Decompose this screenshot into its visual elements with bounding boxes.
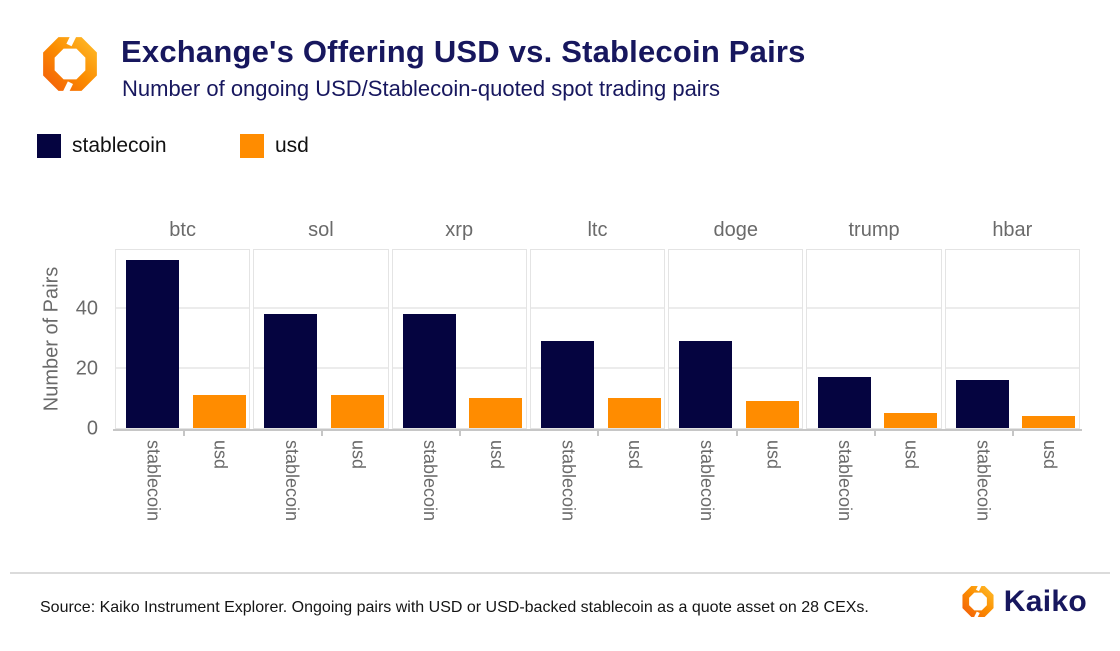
x-axis-tick-trump xyxy=(874,430,877,436)
x-tick-label-usd-btc: usd xyxy=(210,440,231,470)
bar-stablecoin-doge xyxy=(679,341,733,428)
legend-swatch-usd xyxy=(240,134,264,158)
bar-usd-xrp xyxy=(469,398,523,428)
facet-panel-xrp: xrp stablecoin usd xyxy=(391,219,527,521)
x-axis-tick-ltc xyxy=(597,430,600,436)
gridline-20 xyxy=(807,367,941,369)
y-tick-label-0: 0 xyxy=(86,417,98,440)
x-axis-tick-xrp xyxy=(459,430,462,436)
facet-title-trump: trump xyxy=(848,219,900,241)
y-tick-label-40: 40 xyxy=(75,297,98,320)
facet-title-ltc: ltc xyxy=(587,219,608,241)
chart-subtitle: Number of ongoing USD/Stablecoin-quoted … xyxy=(122,76,721,101)
source-note: Source: Kaiko Instrument Explorer. Ongoi… xyxy=(40,599,869,616)
facet-title-hbar: hbar xyxy=(992,219,1033,241)
x-tick-label-stablecoin-btc: stablecoin xyxy=(143,440,164,522)
facet-panel-ltc: ltc stablecoin usd xyxy=(529,219,666,521)
gridline-40 xyxy=(807,307,941,309)
x-tick-label-stablecoin-sol: stablecoin xyxy=(281,440,302,522)
bar-stablecoin-sol xyxy=(264,314,318,428)
gridline-40 xyxy=(254,307,388,309)
x-axis-tick-sol xyxy=(320,430,323,436)
bar-usd-sol xyxy=(331,395,385,428)
legend-label: usd xyxy=(275,134,309,157)
bar-usd-doge xyxy=(745,401,799,428)
gridline-40 xyxy=(945,307,1079,309)
x-tick-label-stablecoin-xrp: stablecoin xyxy=(420,440,441,522)
bar-usd-ltc xyxy=(607,398,661,428)
x-tick-label-usd-trump: usd xyxy=(901,440,922,470)
x-tick-label-stablecoin-ltc: stablecoin xyxy=(558,440,579,522)
bar-usd-trump xyxy=(884,413,938,428)
gridline-40 xyxy=(530,307,665,309)
x-tick-label-stablecoin-hbar: stablecoin xyxy=(973,440,994,522)
bar-stablecoin-btc xyxy=(126,260,180,428)
facet-panel-btc: btc stablecoin usd xyxy=(115,219,251,521)
bar-stablecoin-hbar xyxy=(955,380,1009,428)
x-tick-label-usd-doge: usd xyxy=(763,440,784,470)
gridline-20 xyxy=(392,367,526,369)
x-axis-tick-doge xyxy=(735,430,738,436)
x-tick-label-usd-ltc: usd xyxy=(625,440,646,470)
facet-panel-doge: doge stablecoin usd xyxy=(668,219,804,521)
legend-swatch-stablecoin xyxy=(37,134,61,158)
kaiko-brand: Kaiko xyxy=(959,583,1087,620)
bar-stablecoin-ltc xyxy=(540,341,594,428)
chart-title: Exchange's Offering USD vs. Stablecoin P… xyxy=(121,34,806,69)
bar-stablecoin-xrp xyxy=(402,314,456,428)
x-tick-label-usd-xrp: usd xyxy=(486,440,507,470)
x-tick-label-stablecoin-trump: stablecoin xyxy=(835,440,856,522)
facet-panel-trump: trump stablecoin usd xyxy=(806,219,942,521)
x-tick-label-usd-hbar: usd xyxy=(1039,440,1060,470)
legend-label: stablecoin xyxy=(72,134,167,157)
gridline-20 xyxy=(669,367,803,369)
y-tick-label-20: 20 xyxy=(75,357,98,380)
legend-item-usd: usd xyxy=(240,134,309,158)
bar-stablecoin-trump xyxy=(817,377,871,428)
kaiko-logo-icon xyxy=(37,27,103,101)
gridline-40 xyxy=(116,307,250,309)
footer-divider xyxy=(10,572,1110,574)
gridline-40 xyxy=(669,307,803,309)
bar-usd-btc xyxy=(192,395,246,428)
gridline-20 xyxy=(945,367,1079,369)
gridline-20 xyxy=(530,367,665,369)
x-tick-label-stablecoin-doge: stablecoin xyxy=(696,440,717,522)
legend-item-stablecoin: stablecoin xyxy=(37,134,167,158)
x-axis-tick-btc xyxy=(182,430,185,436)
gridline-20 xyxy=(254,367,388,369)
facet-panel-hbar: hbar stablecoin usd xyxy=(944,219,1080,521)
facet-panels: btc stablecoin usd sol stablecoin usd xrp stabl… xyxy=(113,219,1082,521)
facet-title-sol: sol xyxy=(308,219,334,241)
facet-title-btc: btc xyxy=(169,219,196,241)
y-axis-title: Number of Pairs xyxy=(40,266,63,412)
kaiko-logo-icon xyxy=(962,583,994,620)
facet-title-doge: doge xyxy=(713,219,759,241)
x-axis-tick-hbar xyxy=(1012,430,1015,436)
gridline-20 xyxy=(116,367,250,369)
bar-chart: Number of Pairs 0 20 40 btc stablecoin usd so… xyxy=(0,219,1120,542)
facet-panel-sol: sol stablecoin usd xyxy=(253,219,389,521)
x-tick-label-usd-sol: usd xyxy=(348,440,369,470)
gridline-40 xyxy=(392,307,526,309)
bar-usd-hbar xyxy=(1022,416,1076,428)
facet-title-xrp: xrp xyxy=(445,219,474,241)
kaiko-wordmark: Kaiko xyxy=(1003,584,1087,618)
